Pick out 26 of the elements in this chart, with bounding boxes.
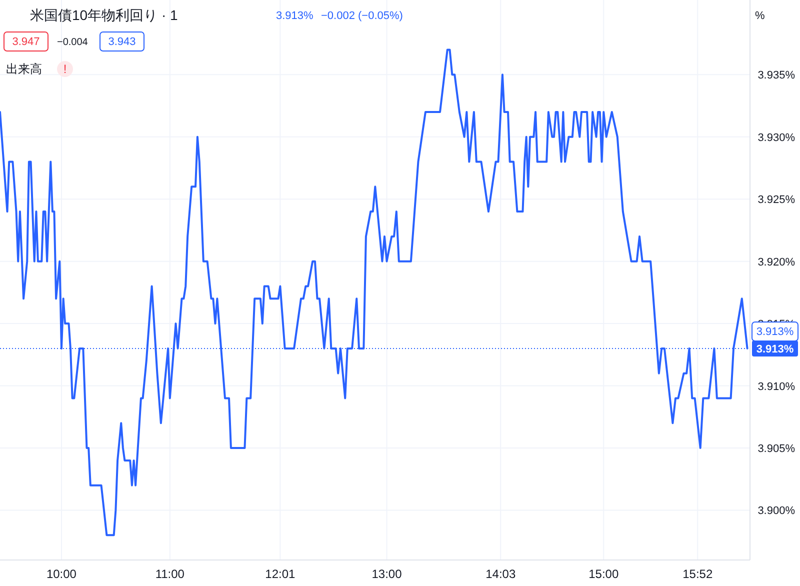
y-tick-label: 3.905% [758, 443, 796, 455]
x-tick-label: 13:00 [372, 567, 402, 581]
y-tick-label: 3.935% [758, 70, 796, 82]
annotation: 3.943 [108, 36, 136, 48]
y-tick-label: 3.910% [758, 380, 796, 393]
x-tick-label: 15:52 [682, 567, 713, 581]
ref-line: 3.913% [0, 340, 798, 356]
annotation: 3.913% [276, 10, 314, 22]
x-tick-label: 14:03 [486, 567, 516, 581]
annotation: 出来高 [6, 62, 42, 76]
x-tick-label: 15:00 [588, 567, 619, 581]
x-tick-label: 12:01 [265, 567, 296, 581]
x-tick-label: 10:00 [46, 567, 77, 581]
annotation: −0.004 [57, 37, 88, 48]
y-tick-label: 3.920% [758, 256, 796, 268]
annotation: 3.947 [12, 36, 40, 48]
annotation: −0.002 (−0.05%) [321, 10, 403, 22]
text: % [755, 10, 765, 22]
y-tick-label: 3.900% [758, 505, 796, 518]
y-tick-label: 3.930% [758, 132, 796, 144]
annotation: ! [63, 62, 67, 76]
text: 3.913% [756, 326, 794, 338]
x-tick-label: 11:00 [155, 567, 185, 581]
text: 米国債10年物利回り · 1 [30, 7, 178, 23]
y-tick-label: 3.925% [758, 194, 796, 206]
ref-line-label: 3.913% [756, 343, 794, 356]
